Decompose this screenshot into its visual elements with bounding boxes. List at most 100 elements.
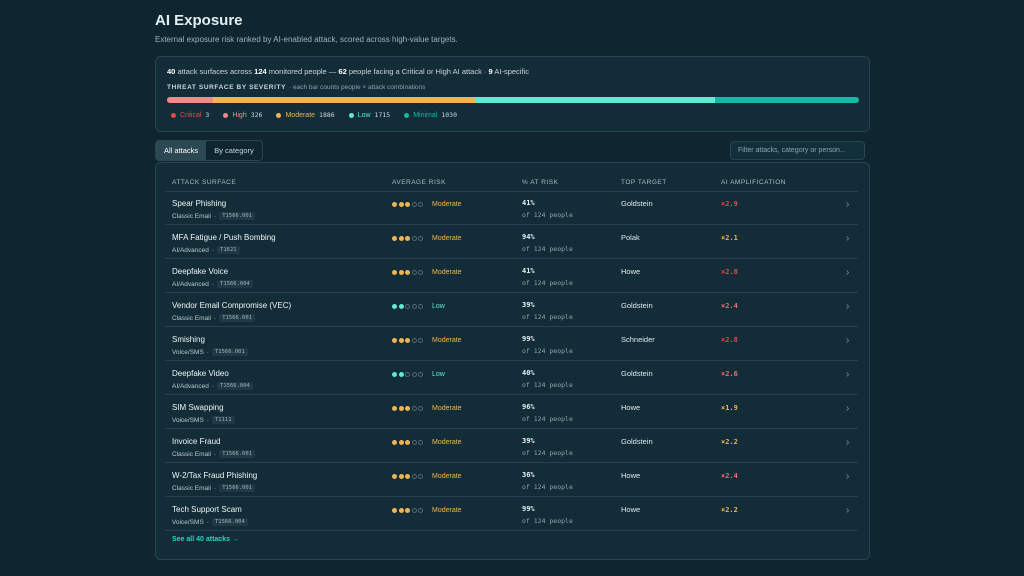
- technique-code: T1566.004: [217, 280, 253, 288]
- table-row[interactable]: W-2/Tax Fraud Phishing Classic Email · T156…: [156, 463, 869, 497]
- severity-segment: [715, 97, 859, 103]
- risk-dot: [392, 372, 397, 377]
- severity-legend: Critical 3 High 326 Moderate 1886 Low 1715 Minim…: [171, 111, 457, 119]
- risk-level: Moderate: [432, 473, 462, 480]
- column-header[interactable]: AI AMPLIFICATION: [721, 179, 786, 186]
- tab[interactable]: By category: [214, 146, 254, 155]
- attack-name: Tech Support Scam: [172, 505, 242, 514]
- summary-card: 40 attack surfaces across 124 monitored …: [155, 56, 870, 132]
- legend-name: High: [232, 111, 247, 119]
- category-text: Voice/SMS: [172, 416, 204, 424]
- table-row[interactable]: Spear Phishing Classic Email · T1566.001 Mod…: [156, 191, 869, 225]
- ai-amplification: ×2.4: [721, 472, 738, 480]
- row-divider: [165, 530, 858, 531]
- category-text: AI/Advanced: [172, 382, 209, 390]
- stat-text: monitored people —: [268, 67, 337, 76]
- legend-count: 1030: [441, 111, 457, 119]
- attack-category: Classic Email · T1566.001: [172, 450, 255, 458]
- top-target: Howe: [621, 267, 641, 276]
- risk-dot: [398, 372, 404, 377]
- stat-value: 62: [338, 67, 347, 76]
- percent-at-risk: 39%: [522, 301, 535, 309]
- separator: ·: [211, 280, 215, 288]
- risk-dot: [398, 508, 404, 513]
- ai-amplification: ×2.6: [721, 370, 738, 378]
- category-text: Classic Email: [172, 450, 212, 458]
- chevron: ›: [846, 335, 850, 346]
- risk-dot: [392, 236, 397, 241]
- risk-dots: [392, 304, 423, 309]
- risk-level: Low: [432, 371, 445, 378]
- attack-category: Classic Email · T1566.001: [172, 314, 255, 322]
- category-text: AI/Advanced: [172, 246, 209, 254]
- risk-dot: [405, 202, 410, 207]
- table-row[interactable]: Vendor Email Compromise (VEC) Classic Ema…: [156, 293, 869, 327]
- attack-category: Voice/SMS · T1566.001: [172, 348, 248, 356]
- risk-dot: [398, 202, 404, 207]
- row-divider: [165, 394, 858, 395]
- legend-item: High 326: [223, 111, 262, 119]
- risk-dot: [398, 236, 404, 241]
- people-count: of 124 people: [522, 483, 573, 491]
- ai-amplification: ×2.2: [721, 506, 738, 514]
- attack-name: Invoice Fraud: [172, 437, 221, 446]
- risk-dot: [405, 474, 410, 479]
- technique-code: T1621: [217, 246, 240, 254]
- attack-name: W-2/Tax Fraud Phishing: [172, 471, 258, 480]
- table-row[interactable]: SIM Swapping Voice/SMS · T1111 Moderate 96% of…: [156, 395, 869, 429]
- chevron: ›: [846, 233, 850, 244]
- table-row[interactable]: Deepfake Voice AI/Advanced · T1566.004 Moder…: [156, 259, 869, 293]
- tabs: All attacks By category: [155, 140, 263, 161]
- chevron: ›: [846, 267, 850, 278]
- table-row[interactable]: Tech Support Scam Voice/SMS · T1566.004 Mode…: [156, 497, 869, 531]
- top-target: Goldstein: [621, 301, 653, 310]
- top-target: Howe: [621, 403, 641, 412]
- risk-dot: [398, 270, 404, 275]
- row-divider: [165, 462, 858, 463]
- attack-name: Spear Phishing: [172, 199, 227, 208]
- separator: ·: [206, 518, 209, 526]
- filter-input[interactable]: Filter attacks, category or person...: [730, 141, 865, 160]
- table-row[interactable]: Deepfake Video AI/Advanced · T1566.004 Low 40…: [156, 361, 869, 395]
- table-row[interactable]: Invoice Fraud Classic Email · T1566.001 Mode…: [156, 429, 869, 463]
- legend-count: 1715: [374, 111, 391, 119]
- row-divider: [165, 326, 858, 327]
- percent-at-risk: 94%: [522, 233, 535, 241]
- row-divider: [165, 258, 858, 259]
- ai-amplification: ×2.1: [721, 234, 738, 242]
- attack-category: Voice/SMS · T1111: [172, 416, 235, 424]
- column-header[interactable]: TOP TARGET: [621, 179, 667, 186]
- column-header[interactable]: AVERAGE RISK: [392, 179, 446, 186]
- ai-amplification: ×2.8: [721, 336, 738, 344]
- attack-category: Classic Email · T1566.001: [172, 484, 255, 492]
- tab[interactable]: All attacks: [156, 141, 207, 160]
- summary-stats: 40 attack surfaces across 124 monitored …: [167, 67, 529, 76]
- chevron: ›: [846, 301, 850, 312]
- technique-code: T1566.001: [219, 484, 255, 492]
- top-target: Howe: [621, 505, 641, 514]
- risk-dot: [418, 440, 423, 445]
- risk-dot: [411, 202, 417, 207]
- table-row[interactable]: Smishing Voice/SMS · T1566.001 Moderate 99% of…: [156, 327, 869, 361]
- risk-dot: [398, 304, 404, 309]
- table-row[interactable]: MFA Fatigue / Push Bombing AI/Advanced · T1…: [156, 225, 869, 259]
- risk-dot: [392, 508, 397, 513]
- severity-title: THREAT SURFACE BY SEVERITY: [167, 84, 287, 91]
- risk-dots: [392, 474, 423, 479]
- stat-text: AI-specific: [494, 67, 529, 76]
- percent-at-risk: 41%: [522, 199, 535, 207]
- column-header[interactable]: % AT RISK: [522, 179, 559, 186]
- see-all-link[interactable]: See all 40 attacks →: [172, 536, 239, 543]
- row-divider: [165, 428, 858, 429]
- attack-category: Voice/SMS · T1566.004: [172, 518, 248, 526]
- stat-value: 40: [167, 67, 176, 76]
- chevron: ›: [846, 437, 850, 448]
- ai-amplification: ×2.2: [721, 438, 738, 446]
- risk-dot: [398, 440, 404, 445]
- percent-at-risk: 36%: [522, 471, 535, 479]
- legend-swatch: [223, 112, 229, 118]
- legend-count: 1886: [319, 111, 335, 119]
- severity-label: THREAT SURFACE BY SEVERITY · each bar cou…: [167, 84, 425, 91]
- column-header[interactable]: ATTACK SURFACE: [172, 179, 237, 186]
- category-text: Voice/SMS: [172, 518, 204, 526]
